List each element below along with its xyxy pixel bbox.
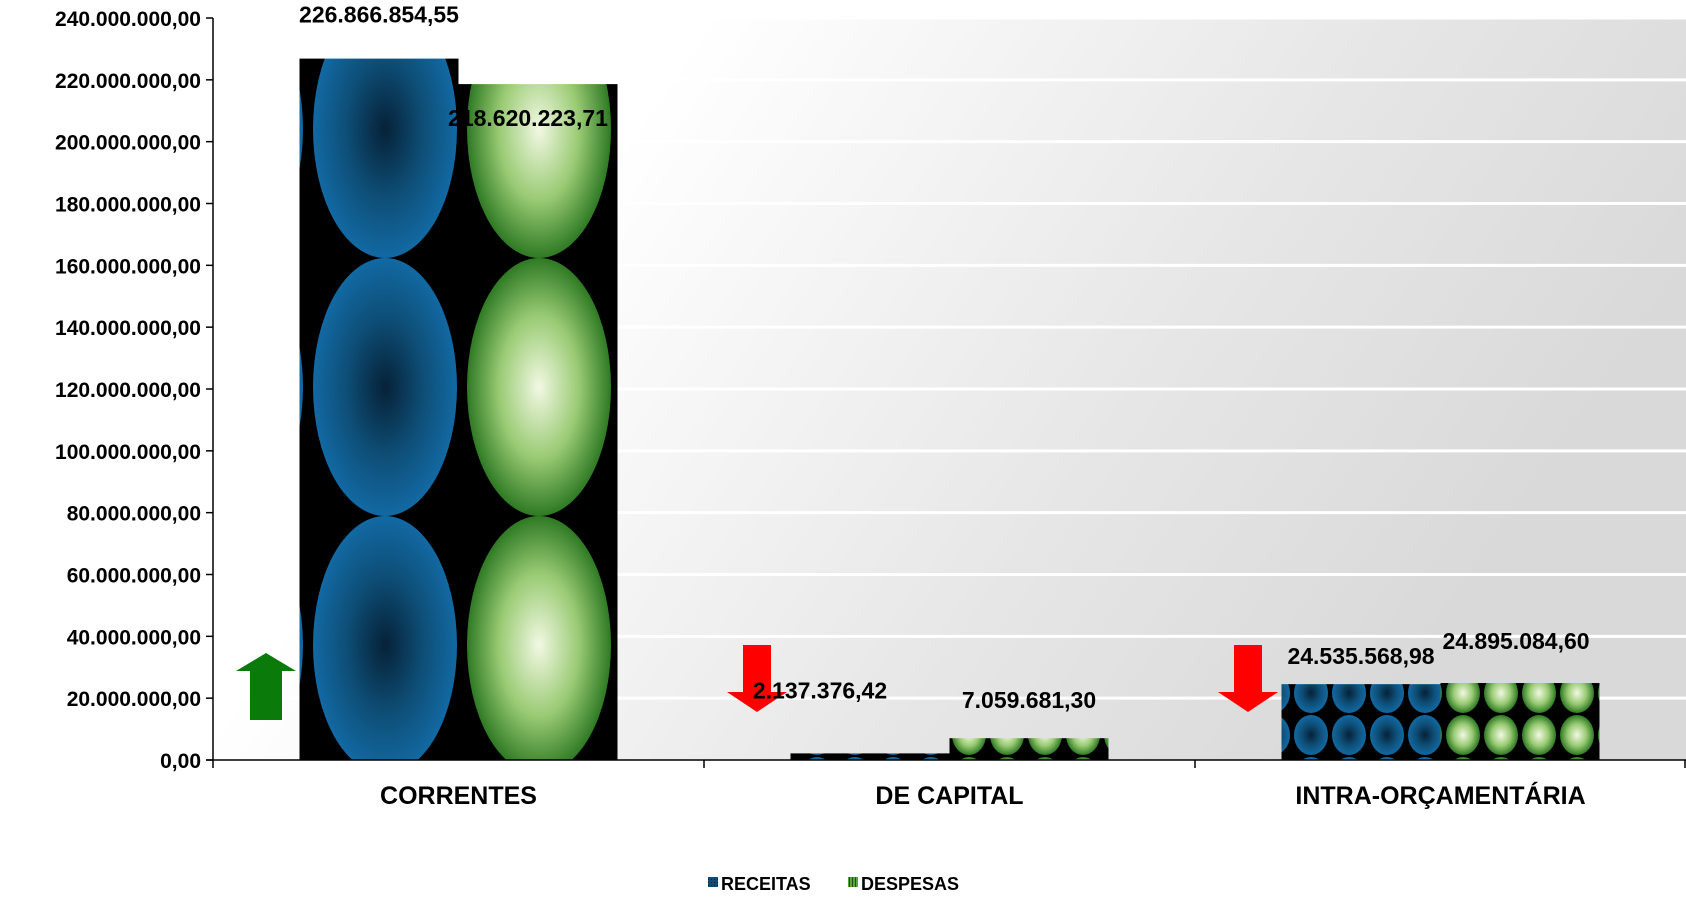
y-tick-label: 240.000.000,00	[55, 8, 201, 31]
y-axis-ticks: 0,00 20.000.000,00 40.000.000,00 60.000.000…	[55, 8, 201, 773]
axes	[206, 17, 1686, 768]
trend-arrows	[236, 645, 1278, 720]
y-tick-label: 80.000.000,00	[67, 503, 201, 526]
bar-receitas-2	[1281, 684, 1441, 760]
y-tick-label: 20.000.000,00	[67, 688, 201, 711]
bar-receitas-1	[790, 753, 950, 760]
x-tick-label: INTRA-ORÇAMENTÁRIA	[1295, 781, 1585, 810]
data-label: 24.535.568,98	[1287, 643, 1434, 669]
x-tick-label: CORRENTES	[380, 782, 537, 810]
data-labels: 226.866.854,55 218.620.223,71 2.137.376,42…	[299, 2, 1589, 714]
data-label: 2.137.376,42	[753, 677, 887, 703]
legend-label: DESPESAS	[861, 874, 959, 894]
data-label: 218.620.223,71	[448, 105, 608, 131]
data-label: 7.059.681,30	[962, 687, 1096, 713]
bar-receitas-0	[299, 58, 459, 760]
bar-despesas-1	[949, 738, 1109, 760]
y-tick-label: 100.000.000,00	[55, 441, 201, 464]
arrow-down-icon	[1218, 645, 1278, 712]
y-tick-label: 140.000.000,00	[55, 317, 201, 340]
data-label: 24.895.084,60	[1442, 628, 1589, 654]
x-axis-ticks: CORRENTES DE CAPITAL INTRA-ORÇAMENTÁRIA	[380, 781, 1586, 810]
arrow-down-icon	[727, 645, 787, 712]
x-tick-label: DE CAPITAL	[875, 782, 1023, 810]
bar-despesas-2	[1440, 683, 1600, 760]
y-tick-label: 180.000.000,00	[55, 194, 201, 217]
y-tick-label: 200.000.000,00	[55, 132, 201, 155]
y-tick-label: 160.000.000,00	[55, 255, 201, 278]
y-tick-label: 0,00	[160, 750, 201, 773]
y-tick-label: 220.000.000,00	[55, 70, 201, 93]
data-label: 226.866.854,55	[299, 2, 459, 28]
y-tick-label: 60.000.000,00	[67, 565, 201, 588]
bar-despesas-0	[458, 84, 618, 761]
legend-label: RECEITAS	[721, 874, 811, 894]
y-tick-label: 40.000.000,00	[67, 626, 201, 649]
arrow-up-icon	[236, 653, 296, 720]
legend-swatch-despesas	[848, 877, 858, 887]
y-tick-label: 120.000.000,00	[55, 379, 201, 402]
bars	[299, 58, 1600, 761]
legend-swatch-receitas	[708, 877, 718, 887]
legend: RECEITAS DESPESAS	[708, 874, 959, 894]
